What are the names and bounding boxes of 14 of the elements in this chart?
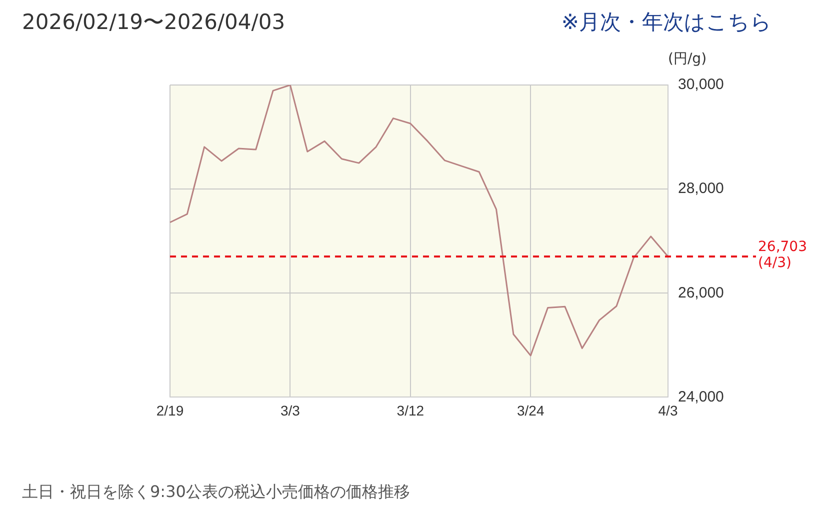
y-tick-label: 28,000 (678, 180, 724, 198)
chart-subtitle: ※月次・年次はこちら (561, 9, 772, 36)
x-tick-label: 3/12 (396, 402, 424, 418)
text: 土日・祝日を除く9:30公表の税込小売価格の価格推移 (22, 482, 410, 503)
y-axis-title: (円/g) (668, 50, 707, 68)
x-tick-label: 4/3 (658, 402, 678, 418)
y-tick-label: 26,000 (678, 284, 724, 302)
y-tick-label: 24,000 (678, 388, 724, 406)
y-tick-label: 30,000 (678, 76, 724, 94)
x-tick-label: 3/3 (280, 402, 300, 418)
ref-line-label: 26,703 (4/3) (758, 239, 807, 272)
chart-title: 2026/02/19〜2026/04/03 (22, 9, 286, 36)
x-tick-label: 3/24 (516, 402, 544, 418)
x-tick-label: 2/19 (156, 402, 184, 418)
